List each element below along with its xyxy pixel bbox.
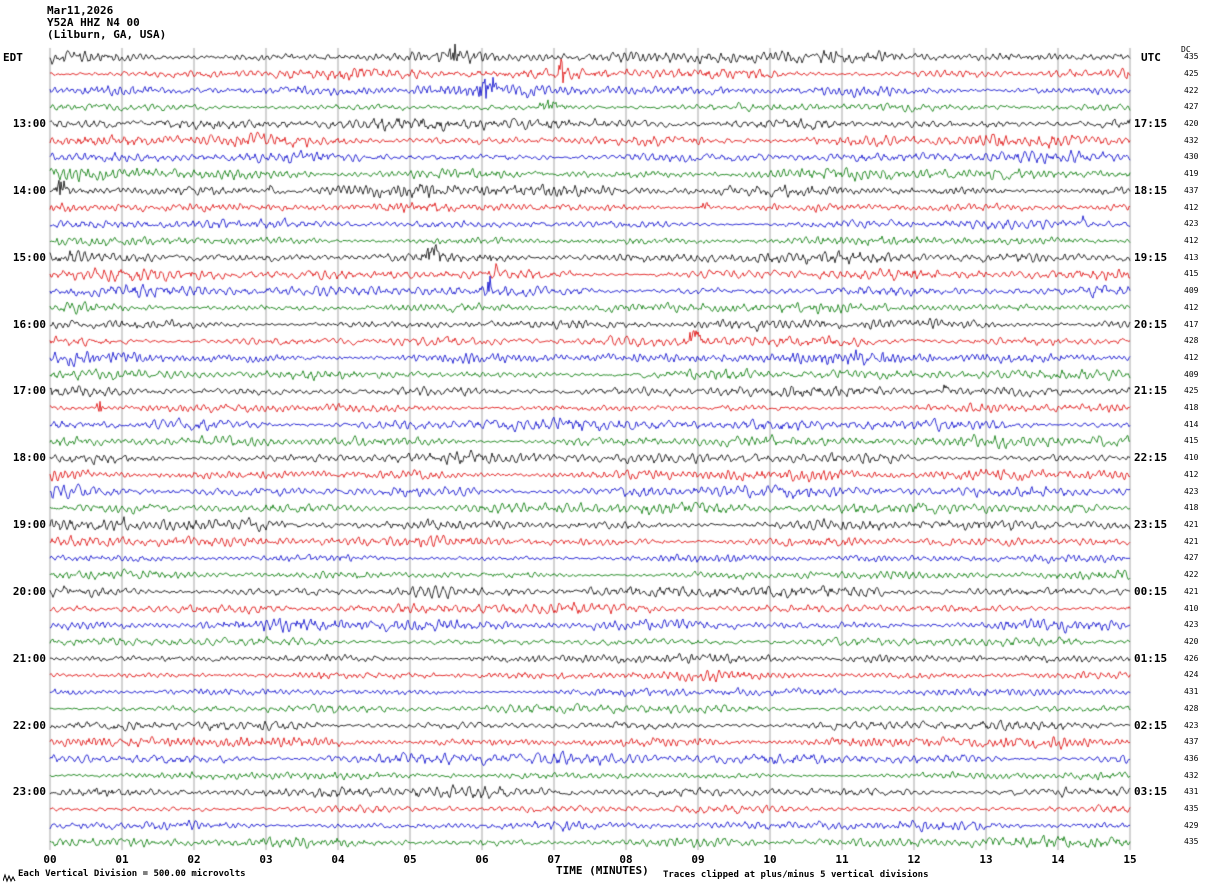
left-axis-header: EDT bbox=[3, 51, 23, 64]
right-hour-label: 01:15 bbox=[1134, 651, 1168, 665]
right-hour-label: 22:15 bbox=[1134, 451, 1168, 465]
dc-value: 431 bbox=[1184, 787, 1199, 797]
x-tick-label: 08 bbox=[619, 853, 633, 866]
scale-note: Each Vertical Division = 500.00 microvol… bbox=[18, 869, 246, 879]
dc-value: 437 bbox=[1184, 737, 1199, 747]
x-tick-label: 06 bbox=[475, 853, 489, 866]
x-tick-label: 10 bbox=[763, 853, 777, 866]
left-hour-label: 16:00 bbox=[12, 317, 46, 331]
dc-value: 423 bbox=[1184, 219, 1199, 229]
x-tick-label: 13 bbox=[979, 853, 993, 866]
x-tick-label: 09 bbox=[691, 853, 705, 866]
dc-value: 415 bbox=[1184, 269, 1199, 279]
x-tick-label: 07 bbox=[547, 853, 561, 866]
left-hour-label: 13:00 bbox=[12, 117, 46, 131]
right-hour-label: 00:15 bbox=[1134, 584, 1168, 598]
dc-value: 421 bbox=[1184, 520, 1199, 530]
right-hour-label: 02:15 bbox=[1134, 718, 1168, 732]
x-tick-label: 11 bbox=[835, 853, 849, 866]
title-location: (Lilburn, GA, USA) bbox=[47, 28, 167, 41]
dc-value: 437 bbox=[1184, 185, 1199, 195]
dc-value: 412 bbox=[1184, 352, 1199, 362]
dc-value: 435 bbox=[1184, 52, 1199, 62]
left-hour-label: 17:00 bbox=[12, 384, 46, 398]
x-tick-label: 00 bbox=[43, 853, 57, 866]
right-hour-label: 23:15 bbox=[1134, 518, 1168, 532]
dc-value: 422 bbox=[1184, 85, 1199, 95]
dc-value: 412 bbox=[1184, 235, 1199, 245]
dc-value: 431 bbox=[1184, 687, 1199, 697]
dc-value: 421 bbox=[1184, 536, 1199, 546]
dc-value: 427 bbox=[1184, 553, 1199, 563]
dc-value: 432 bbox=[1184, 135, 1199, 145]
dc-value: 425 bbox=[1184, 68, 1199, 78]
right-hour-label: 03:15 bbox=[1134, 785, 1168, 799]
dc-value: 413 bbox=[1184, 252, 1199, 262]
dc-value: 423 bbox=[1184, 620, 1199, 630]
dc-value: 426 bbox=[1184, 653, 1199, 663]
clip-note: Traces clipped at plus/minus 5 vertical … bbox=[663, 870, 929, 880]
microvolt-scale-icon bbox=[3, 873, 16, 883]
dc-value: 409 bbox=[1184, 286, 1199, 296]
x-tick-label: 15 bbox=[1123, 853, 1137, 866]
dc-value: 428 bbox=[1184, 336, 1199, 346]
dc-value: 430 bbox=[1184, 152, 1199, 162]
dc-value: 435 bbox=[1184, 804, 1199, 814]
dc-value: 424 bbox=[1184, 670, 1199, 680]
dc-value: 425 bbox=[1184, 386, 1199, 396]
dc-value: 423 bbox=[1184, 486, 1199, 496]
title-date: Mar11,2026 bbox=[47, 4, 114, 17]
dc-value: 428 bbox=[1184, 703, 1199, 713]
dc-value: 421 bbox=[1184, 586, 1199, 596]
dc-value: 419 bbox=[1184, 169, 1199, 179]
dc-value: 418 bbox=[1184, 503, 1199, 513]
x-tick-label: 02 bbox=[187, 853, 201, 866]
right-hour-label: 20:15 bbox=[1134, 317, 1168, 331]
right-hour-label: 17:15 bbox=[1134, 117, 1168, 131]
dc-value: 418 bbox=[1184, 403, 1199, 413]
dc-value: 435 bbox=[1184, 837, 1199, 847]
title-station: Y52A HHZ N4 00 bbox=[47, 16, 140, 29]
dc-value: 422 bbox=[1184, 570, 1199, 580]
dc-value: 427 bbox=[1184, 102, 1199, 112]
x-tick-label: 12 bbox=[907, 853, 921, 866]
x-tick-label: 01 bbox=[115, 853, 129, 866]
left-hour-label: 18:00 bbox=[12, 451, 46, 465]
left-hour-label: 19:00 bbox=[12, 518, 46, 532]
dc-value: 423 bbox=[1184, 720, 1199, 730]
x-axis-title: TIME (MINUTES) bbox=[556, 864, 649, 877]
dc-value: 410 bbox=[1184, 603, 1199, 613]
dc-value: 414 bbox=[1184, 419, 1199, 429]
left-hour-label: 22:00 bbox=[12, 718, 46, 732]
dc-value: 409 bbox=[1184, 369, 1199, 379]
left-hour-label: 14:00 bbox=[12, 183, 46, 197]
dc-value: 410 bbox=[1184, 453, 1199, 463]
dc-value: 417 bbox=[1184, 319, 1199, 329]
dc-column-header: DC bbox=[1181, 45, 1191, 54]
dc-value: 436 bbox=[1184, 753, 1199, 763]
right-hour-label: 18:15 bbox=[1134, 183, 1168, 197]
dc-value: 420 bbox=[1184, 636, 1199, 646]
right-hour-label: 21:15 bbox=[1134, 384, 1168, 398]
left-hour-label: 23:00 bbox=[12, 785, 46, 799]
dc-value: 415 bbox=[1184, 436, 1199, 446]
x-tick-label: 05 bbox=[403, 853, 417, 866]
left-hour-label: 15:00 bbox=[12, 250, 46, 264]
x-tick-label: 14 bbox=[1051, 853, 1065, 866]
right-hour-label: 19:15 bbox=[1134, 250, 1168, 264]
dc-value: 420 bbox=[1184, 119, 1199, 129]
left-hour-label: 20:00 bbox=[12, 584, 46, 598]
dc-value: 429 bbox=[1184, 820, 1199, 830]
dc-value: 412 bbox=[1184, 202, 1199, 212]
dc-value: 412 bbox=[1184, 469, 1199, 479]
x-tick-label: 04 bbox=[331, 853, 345, 866]
left-hour-label: 21:00 bbox=[12, 651, 46, 665]
x-tick-label: 03 bbox=[259, 853, 273, 866]
dc-value: 432 bbox=[1184, 770, 1199, 780]
dc-value: 412 bbox=[1184, 302, 1199, 312]
right-axis-header: UTC bbox=[1141, 51, 1161, 64]
